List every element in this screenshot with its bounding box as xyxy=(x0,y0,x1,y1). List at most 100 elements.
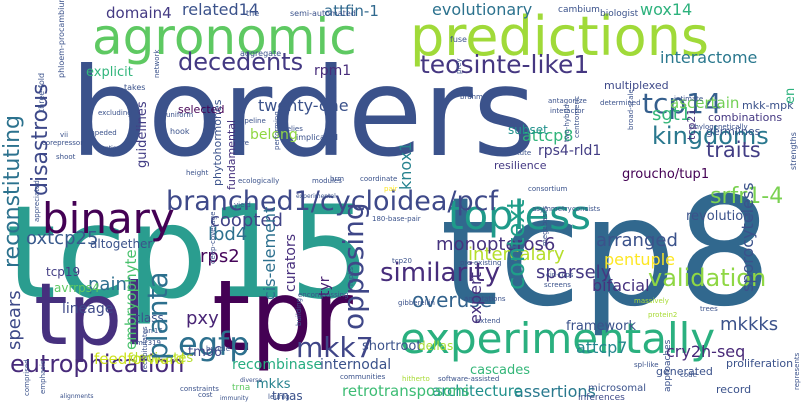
word: annotations xyxy=(464,295,506,303)
word: fundamental xyxy=(225,119,238,190)
word: rpm1 xyxy=(314,63,352,79)
word: strengths xyxy=(789,132,798,170)
word: cost xyxy=(198,391,213,399)
word: feedforward xyxy=(94,350,185,368)
word: internodal xyxy=(320,357,392,373)
word: shoot xyxy=(56,153,76,161)
word: cin-tcps xyxy=(546,271,574,279)
word: intimate xyxy=(674,95,704,103)
word: eutrophication xyxy=(10,350,185,378)
word: immunity xyxy=(220,395,249,402)
word: class xyxy=(134,311,164,325)
word: broad-scale xyxy=(627,89,635,130)
word: modules xyxy=(312,177,342,185)
word: brm xyxy=(330,175,345,183)
word: attcp7 xyxy=(576,338,628,357)
word: evolutionary xyxy=(432,0,533,19)
word: intercalary xyxy=(468,244,565,265)
word: lineage xyxy=(62,301,114,317)
word: interactome xyxy=(660,48,758,67)
word: similarity xyxy=(380,258,500,288)
word: cambium xyxy=(558,5,600,15)
word: curators xyxy=(283,233,299,292)
word: egfp xyxy=(178,325,250,363)
word: alignments xyxy=(60,393,94,400)
word: determined xyxy=(600,99,641,107)
word: inferences xyxy=(578,393,625,403)
word: cry2h-seq xyxy=(666,342,746,361)
word: ascertain xyxy=(670,94,740,112)
word: recapitulates xyxy=(141,326,149,372)
word: protein2 xyxy=(648,311,678,319)
word: diverse xyxy=(240,377,263,384)
word: network xyxy=(153,49,161,78)
word: retrotransposons xyxy=(342,382,470,400)
word: aggregate xyxy=(240,49,282,58)
word: software-assisted xyxy=(438,375,500,383)
word: phytohormones xyxy=(211,99,224,186)
word: microsomal xyxy=(588,383,647,394)
word: implicated xyxy=(296,133,338,142)
word: multiplexed xyxy=(604,79,669,92)
word: prey xyxy=(455,58,463,74)
word: massively xyxy=(634,297,669,305)
word: reconstituting xyxy=(0,114,25,268)
word: experimentally xyxy=(400,314,716,363)
word: framework xyxy=(566,319,637,334)
word: megabases xyxy=(541,205,549,246)
word: comprised xyxy=(23,359,31,396)
word: phylogenetically xyxy=(690,123,748,131)
word: deep-coverage xyxy=(209,211,217,264)
word: embryophyte xyxy=(122,249,140,350)
word: emphasis xyxy=(39,360,47,394)
word: predictions xyxy=(410,5,710,68)
word: wox14 xyxy=(640,0,693,19)
word: experimental xyxy=(296,193,336,200)
word: tcp21 xyxy=(685,108,698,140)
word: coopted xyxy=(210,210,283,231)
word: constitute xyxy=(496,149,532,157)
word: combinations xyxy=(708,111,783,124)
word: code xyxy=(680,371,697,379)
word: pipeline xyxy=(238,117,266,125)
word: mkkks xyxy=(720,314,779,335)
word: agronomic xyxy=(92,8,357,66)
word: borders xyxy=(70,42,537,184)
word: binary xyxy=(42,194,175,243)
word: three-fold xyxy=(37,72,46,112)
word: explicit xyxy=(86,65,133,80)
word: overuse xyxy=(412,288,492,312)
word: pre-existing xyxy=(460,259,502,267)
word: cascades xyxy=(470,363,531,378)
word: validation xyxy=(648,264,767,292)
word: srfr1-4 xyxy=(710,184,784,209)
word: trees xyxy=(700,305,718,313)
word: en xyxy=(783,87,798,104)
word: contigs xyxy=(98,145,120,152)
word: mkk7 xyxy=(296,331,374,364)
word: bifacial xyxy=(592,276,650,295)
word: fuse xyxy=(450,35,467,44)
word: represents xyxy=(793,352,801,390)
word: encompassing xyxy=(298,291,349,299)
word: mpks xyxy=(347,267,355,286)
word: revolution xyxy=(686,209,752,224)
word: monopteros6 xyxy=(436,234,556,255)
word: takes xyxy=(124,83,146,92)
word: leunig xyxy=(268,393,290,401)
word: architecture xyxy=(432,382,523,400)
word: rps4-rld1 xyxy=(538,143,602,159)
word: screens xyxy=(544,281,571,289)
word: cre xyxy=(238,139,249,147)
word: appreciated xyxy=(33,180,41,222)
word: record xyxy=(716,383,752,396)
word: altogether xyxy=(90,237,153,251)
word: tcp14 xyxy=(642,87,722,120)
word: sporocyteless xyxy=(738,182,757,292)
word: impeded xyxy=(86,129,117,137)
word: approaches xyxy=(663,339,673,392)
word: phloem-procambium xyxy=(57,0,66,78)
word: rps2 xyxy=(200,246,240,267)
word: teosinte-like1 xyxy=(420,50,590,79)
